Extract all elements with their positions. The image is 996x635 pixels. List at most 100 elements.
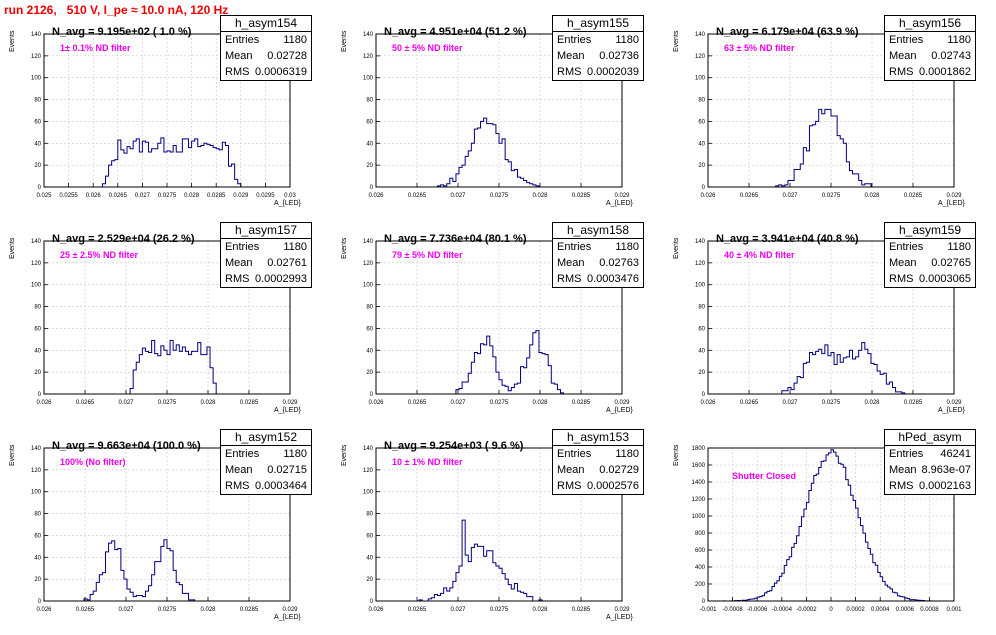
y-axis-title: Events <box>673 30 680 52</box>
y-tick-label: 100 <box>31 490 42 496</box>
x-tick-label: 0.029 <box>233 193 249 199</box>
x-tick-label: 0.0285 <box>240 607 259 613</box>
histogram-plot-h_asym154: 0.025 0.0255 0.026 0.0265 0.027 0.0275 0.028 0.… <box>31 32 297 199</box>
y-tick-label: 80 <box>366 305 373 311</box>
histogram-pad-h_asym158: 0.026 0.0265 0.027 0.0275 0.028 0.0285 0.029 0 2… <box>332 221 664 428</box>
x-tick-label: -0.0006 <box>747 607 768 613</box>
y-tick-label: 40 <box>366 555 373 561</box>
stats-row-mean: Mean 8.963e-07 <box>885 462 975 478</box>
x-tick-label: 0.0285 <box>904 400 923 406</box>
page-title: run 2126, 510 V, I_pe ≈ 10.0 nA, 120 Hz <box>4 3 229 17</box>
histogram-plot-h_asym158: 0.026 0.0265 0.027 0.0275 0.028 0.0285 0.029 0 2… <box>363 239 630 406</box>
stats-title: h_asym157 <box>221 223 311 239</box>
stats-box: h_asym157 Entries 1180 Mean 0.02761 RMS 0.0002… <box>220 222 312 288</box>
stats-row-mean: Mean 0.02761 <box>221 255 311 271</box>
y-axis-title: Events <box>341 30 348 52</box>
x-tick-label: 0.0265 <box>408 193 427 199</box>
stats-key: RMS <box>557 480 582 492</box>
stats-value: 0.02728 <box>267 50 307 62</box>
y-tick-label: 140 <box>363 32 374 38</box>
x-tick-label: 0.0285 <box>240 400 259 406</box>
y-tick-label: 80 <box>34 305 41 311</box>
x-tick-label: 0.028 <box>864 400 880 406</box>
stats-box: h_asym156 Entries 1180 Mean 0.02743 RMS 0.0001… <box>884 15 976 81</box>
stats-key: Entries <box>557 34 592 46</box>
stats-row-entries: Entries 1180 <box>221 32 311 48</box>
y-tick-label: 80 <box>366 98 373 104</box>
y-tick-label: 120 <box>363 54 374 60</box>
histogram-plot-h_asym159: 0.026 0.0265 0.027 0.0275 0.028 0.0285 0.029 0 2… <box>695 239 962 406</box>
filter-label: 10 ± 1% ND filter <box>392 457 463 467</box>
y-axis-title: Events <box>673 444 680 466</box>
filter-label: 79 ± 5% ND filter <box>392 250 463 260</box>
stats-value: 0.0002163 <box>919 480 971 492</box>
stats-value: 0.0002993 <box>255 273 307 285</box>
stats-value: 0.0001862 <box>919 66 971 78</box>
x-tick-label: -0.001 <box>699 607 717 613</box>
stats-row-entries: Entries 1180 <box>885 32 975 48</box>
y-tick-label: 40 <box>34 141 41 147</box>
y-tick-label: 20 <box>34 370 41 376</box>
filter-label: 25 ± 2.5% ND filter <box>60 250 138 260</box>
y-tick-label: 1400 <box>692 480 706 486</box>
y-axis-title: Events <box>9 444 16 466</box>
y-tick-label: 80 <box>34 512 41 518</box>
stats-row-mean: Mean 0.02743 <box>885 48 975 64</box>
x-tick-label: -0.0004 <box>772 607 793 613</box>
x-tick-label: 0.0255 <box>59 193 78 199</box>
stats-value: 0.02729 <box>599 464 639 476</box>
x-tick-label: 0.027 <box>118 607 134 613</box>
x-axis-title: A_{LED} <box>606 200 633 207</box>
stats-row-entries: Entries 1180 <box>221 446 311 462</box>
navg-label: N_avg = 2.529e+04 (26.2 %) <box>52 233 195 245</box>
stats-value: 0.0003476 <box>587 273 639 285</box>
stats-key: RMS <box>889 66 914 78</box>
stats-key: RMS <box>225 273 250 285</box>
x-tick-label: 0.0275 <box>822 193 841 199</box>
stats-row-rms: RMS 0.0002163 <box>885 478 975 494</box>
x-tick-label: 0.0275 <box>158 193 177 199</box>
x-tick-label: 0.0002 <box>846 607 865 613</box>
x-tick-label: 0.027 <box>450 607 466 613</box>
stats-title: h_asym153 <box>553 430 643 446</box>
stats-key: RMS <box>225 480 250 492</box>
stats-row-entries: Entries 1180 <box>553 239 643 255</box>
x-tick-label: 0.028 <box>532 400 548 406</box>
navg-label: N_avg = 9.254e+03 ( 9.6 %) <box>384 440 524 452</box>
stats-box: h_asym153 Entries 1180 Mean 0.02729 RMS 0.0002… <box>552 429 644 495</box>
histogram-pad-h_asym152: 0.026 0.0265 0.027 0.0275 0.028 0.0285 0.029 0 2… <box>0 428 332 635</box>
stats-title: h_asym152 <box>221 430 311 446</box>
stats-title: h_asym158 <box>553 223 643 239</box>
x-axis-title: A_{LED} <box>274 614 301 621</box>
stats-key: Entries <box>225 241 260 253</box>
x-axis-title: A_{LED} <box>274 200 301 207</box>
stats-key: Entries <box>889 34 924 46</box>
stats-value: 0.0002576 <box>587 480 639 492</box>
y-axis-title: Events <box>9 30 16 52</box>
navg-label: N_avg = 4.951e+04 (51.2 %) <box>384 26 527 38</box>
stats-key: Entries <box>225 34 260 46</box>
y-tick-label: 60 <box>34 119 41 125</box>
x-tick-label: -0.0008 <box>722 607 743 613</box>
stats-value: 1180 <box>615 448 639 460</box>
navg-label: N_avg = 7.736e+04 (80.1 %) <box>384 233 527 245</box>
stats-value: 0.0006319 <box>255 66 307 78</box>
stats-row-entries: Entries 1180 <box>553 446 643 462</box>
x-tick-label: 0.0265 <box>408 607 427 613</box>
y-tick-label: 60 <box>698 119 705 125</box>
y-tick-label: 140 <box>31 446 42 452</box>
stats-key: RMS <box>889 273 914 285</box>
y-tick-label: 20 <box>366 577 373 583</box>
stats-key: Mean <box>225 257 253 269</box>
y-tick-label: 80 <box>698 98 705 104</box>
x-tick-label: 0.0265 <box>740 193 759 199</box>
y-tick-label: 80 <box>698 305 705 311</box>
y-tick-label: 140 <box>363 239 374 245</box>
x-tick-label: 0.0285 <box>207 193 226 199</box>
x-tick-label: 0.0285 <box>904 193 923 199</box>
histogram-line <box>376 117 622 188</box>
y-tick-label: 40 <box>698 348 705 354</box>
x-tick-label: 0.0265 <box>740 400 759 406</box>
stats-row-mean: Mean 0.02763 <box>553 255 643 271</box>
x-tick-label: 0.029 <box>282 400 298 406</box>
